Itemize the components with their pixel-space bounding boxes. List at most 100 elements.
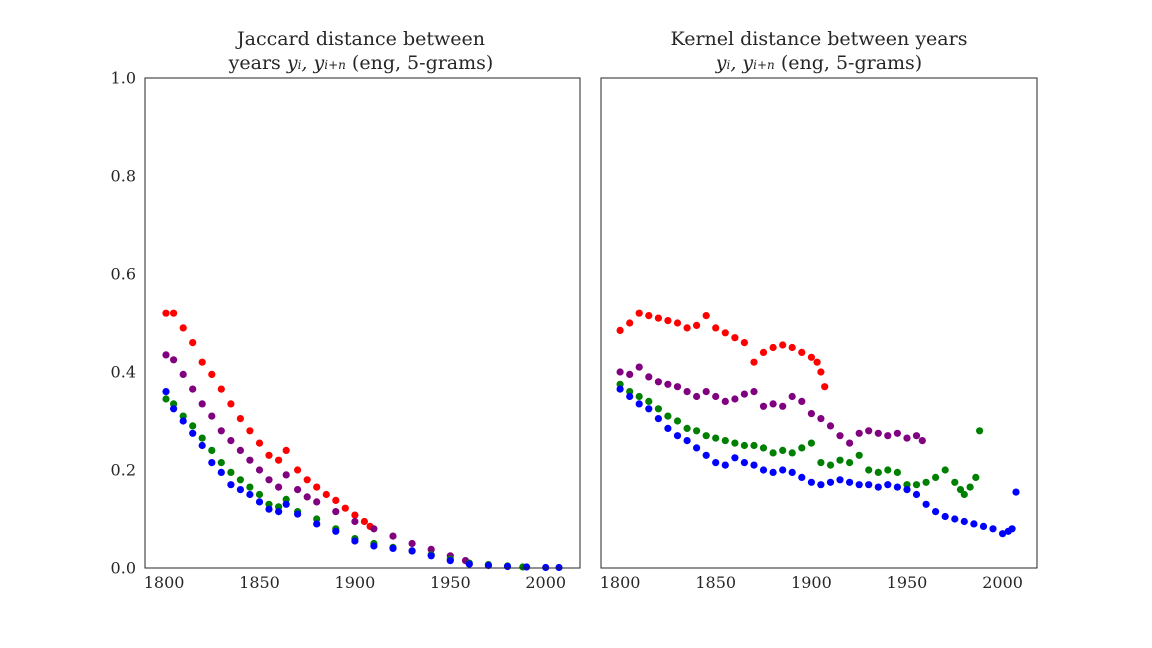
panel-1-series-2-point bbox=[389, 532, 397, 540]
panel-2-series-1-point bbox=[693, 321, 701, 329]
panel-2-series-3-point bbox=[769, 449, 777, 457]
panel-1-y-tick-label: 0.8 bbox=[111, 167, 136, 186]
panel-2-series-1-point bbox=[645, 312, 653, 320]
panel-1-series-2-point bbox=[370, 525, 378, 533]
panel-1-y-tick-label: 0.4 bbox=[111, 363, 136, 382]
panel-2-series-4-point bbox=[951, 515, 959, 523]
panel-1-series-1-point bbox=[275, 456, 283, 464]
panel-1-series-3-point bbox=[255, 490, 264, 499]
panel-1-series-4-point bbox=[246, 490, 254, 499]
panel-2-series-1-point bbox=[779, 341, 787, 349]
panel-1-series-2-point bbox=[332, 508, 340, 516]
panel-2-series-3-point bbox=[932, 473, 940, 481]
panel-1-series-2-point bbox=[294, 486, 302, 494]
panel-2-series-1-point bbox=[721, 329, 729, 337]
panel-2-series-3-point bbox=[635, 392, 643, 401]
panel-1-series-4-point bbox=[282, 500, 290, 508]
panel-1-series-2-point bbox=[313, 498, 321, 506]
panel-2-series-4-point bbox=[826, 478, 835, 486]
panel-2-series-4-point bbox=[750, 461, 758, 469]
panel-2-series-3-point bbox=[972, 473, 980, 481]
panel-2-series-4-point bbox=[769, 468, 777, 476]
panel-1-series-1-point bbox=[217, 385, 225, 393]
panel-2-series-4-point bbox=[932, 508, 940, 516]
panel-2-series-2-point bbox=[855, 429, 863, 437]
panel-1-series-4-point bbox=[255, 498, 264, 506]
panel-2-series-2-point bbox=[769, 400, 777, 408]
panel-2-series-4-point bbox=[912, 490, 921, 499]
panel-2-series-2-point bbox=[750, 388, 758, 396]
panel-2-series-4-point bbox=[702, 451, 710, 459]
panel-2-series-4-point bbox=[626, 392, 634, 401]
panel-2-title-math: yi, yi+n bbox=[715, 52, 775, 74]
panel-2-series-2-point bbox=[759, 402, 768, 410]
panel-2-series-4-point bbox=[635, 400, 643, 408]
panel-2-series-4-point bbox=[664, 424, 672, 432]
panel-1-series-4-point bbox=[332, 527, 340, 535]
panel-2-series-2-point bbox=[683, 388, 691, 396]
panel-1-series-1-point bbox=[351, 511, 359, 519]
panel-1-series-2-point bbox=[351, 517, 359, 526]
panel-1-series-1-point bbox=[255, 439, 264, 447]
panel-2-series-4-point bbox=[740, 459, 749, 467]
panel-1-series-4-point bbox=[427, 552, 435, 560]
panel-2-series-4-point bbox=[817, 481, 825, 489]
panel-1-series-1-point bbox=[189, 339, 197, 347]
panel-2-series-3-point bbox=[683, 424, 691, 432]
panel-2-series-4-point bbox=[903, 486, 911, 494]
panel-1-series-4-point bbox=[294, 510, 302, 518]
panel-2-series-2-point bbox=[903, 434, 911, 442]
panel-2-series-1-point bbox=[616, 326, 624, 334]
panel-2-series-2-point bbox=[817, 415, 825, 423]
panel-2-series-4-point bbox=[884, 481, 892, 489]
panel-1-series-4-point bbox=[389, 544, 397, 553]
panel-2-series-2-point bbox=[616, 368, 624, 376]
panel-2-title-line2: yi, yi+n (eng, 5-grams) bbox=[569, 51, 1069, 77]
panel-2-series-1-point bbox=[750, 358, 758, 366]
panel-1-series-3-point bbox=[246, 483, 254, 491]
panel-1-series-2-point bbox=[275, 483, 283, 491]
panel-2-series-4-point bbox=[693, 444, 701, 452]
panel-2-plot: 1800 1850 1900 1950 2000 bbox=[600, 77, 1038, 592]
panel-2-series-3-point bbox=[884, 466, 892, 474]
panel-2-series-2-point bbox=[731, 395, 739, 403]
panel-2-series-3-point bbox=[817, 459, 825, 467]
panel-2-series-3-point bbox=[846, 459, 854, 467]
panel-1-series-4-point bbox=[208, 459, 216, 467]
panel-2-series-3-point bbox=[731, 439, 739, 447]
panel-2-series-2-point bbox=[807, 410, 816, 418]
panel-2-series-2-point bbox=[673, 383, 682, 391]
panel-1-title-suffix: (eng, 5-grams) bbox=[351, 52, 494, 74]
panel-1-x-tick-label: 2000 bbox=[525, 573, 566, 592]
panel-1-series-2-point bbox=[217, 427, 225, 435]
panel-1-series-2-point bbox=[427, 545, 435, 554]
panel-1-series-3-point bbox=[217, 459, 225, 467]
panel-2-series-1-point bbox=[664, 317, 672, 325]
panel-2-series-4-point bbox=[941, 512, 949, 521]
panel-1-series-2-point bbox=[282, 471, 290, 479]
panel-2-series-2-point bbox=[912, 432, 921, 440]
panel-1-title-math: yi, yi+n bbox=[286, 52, 346, 74]
panel-2-series-1-point bbox=[807, 353, 816, 361]
panel-1-series-4-point bbox=[503, 562, 512, 571]
panel-1-series-4-point bbox=[265, 505, 273, 513]
panel-1-series-1-point bbox=[294, 466, 302, 474]
panel-1-series-1-point bbox=[282, 446, 290, 454]
panel-2-series-1-point bbox=[821, 383, 829, 391]
panel-2-series-2-point bbox=[893, 429, 902, 437]
panel-2-x-tick-label: 1800 bbox=[600, 573, 641, 592]
panel-1-series-2-point bbox=[255, 466, 264, 474]
panel-2-series-4-point bbox=[970, 520, 978, 528]
panel-1-series-3-point bbox=[208, 446, 216, 454]
panel-1-series-4-point bbox=[162, 388, 170, 396]
panel-2-series-4-point bbox=[960, 517, 968, 526]
panel-2-series-2-point bbox=[788, 392, 796, 401]
panel-1-series-1-point bbox=[246, 427, 254, 435]
panel-2-series-2-point bbox=[721, 397, 729, 405]
panel-2-series-4-point bbox=[999, 530, 1007, 538]
panel-1-series-4-point bbox=[370, 542, 378, 550]
panel-2-series-4-point bbox=[712, 459, 720, 467]
panel-2-frame bbox=[600, 77, 1038, 569]
